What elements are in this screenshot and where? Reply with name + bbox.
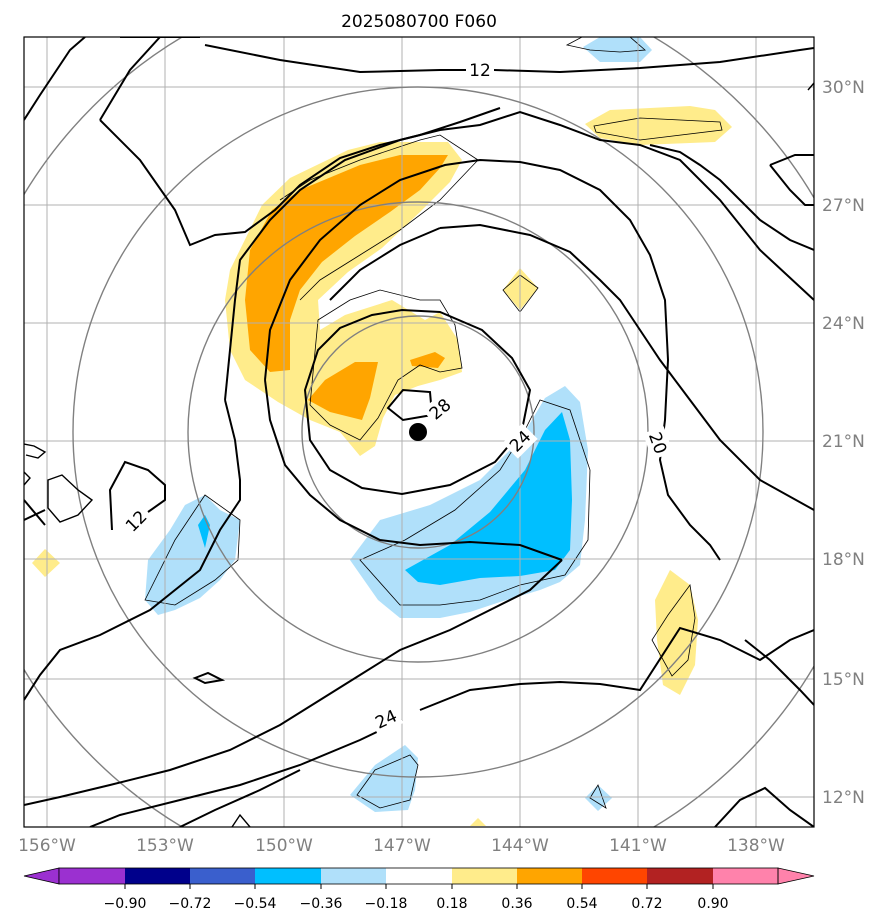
colorbar-tick-label: −0.54	[234, 896, 277, 912]
lat-label-15n: 15°N	[822, 670, 865, 690]
map-panel: 12 12 24 28 24 20	[24, 37, 814, 827]
figure-title: 2025080700 F060	[341, 12, 497, 32]
colorbar-tick-label: 0.72	[631, 896, 662, 912]
colorbar-tick-label: −0.36	[300, 896, 343, 912]
colorbar-bin-11	[713, 868, 778, 884]
colorbar-bin-9	[582, 868, 647, 884]
map-frame	[23, 36, 815, 828]
coastlines	[24, 81, 814, 827]
colorbar-bin-4	[255, 868, 321, 884]
colorbar: −0.90 −0.72 −0.54 −0.36 −0.18 0.18 0.36 …	[23, 867, 815, 912]
colorbar-bin-10	[647, 868, 713, 884]
colorbar-bin-1	[59, 868, 125, 884]
lon-label-156w: 156°W	[18, 836, 76, 856]
colorbar-bin-5	[321, 868, 386, 884]
colorbar-tick-label: −0.72	[169, 896, 212, 912]
lon-label-150w: 150°W	[255, 836, 313, 856]
lat-label-18n: 18°N	[822, 550, 865, 570]
lon-label-153w: 153°W	[136, 836, 194, 856]
colorbar-tick-label: −0.90	[104, 896, 147, 912]
colorbar-bin-8	[517, 868, 582, 884]
contours	[24, 37, 814, 827]
colorbar-bin-3	[190, 868, 255, 884]
positive-anomaly-strong	[245, 155, 448, 420]
colorbar-tick-label: 0.90	[697, 896, 728, 912]
lon-label-147w: 147°W	[373, 836, 431, 856]
colorbar-extend-high	[777, 867, 815, 885]
contour-label-12-north: 12	[469, 61, 491, 81]
lat-label-12n: 12°N	[822, 788, 865, 808]
longitude-labels: 156°W 153°W 150°W 147°W 144°W 141°W 138°…	[18, 836, 785, 856]
colorbar-tick-label: 0.18	[436, 896, 467, 912]
contour-labels: 12 12 24 28 24 20	[118, 58, 674, 735]
lon-label-138w: 138°W	[727, 836, 785, 856]
lat-label-24n: 24°N	[822, 314, 865, 334]
lon-label-141w: 141°W	[609, 836, 667, 856]
colorbar-bin-6	[386, 868, 452, 884]
lat-label-27n: 27°N	[822, 196, 865, 216]
graticule	[24, 37, 814, 827]
latitude-labels: 30°N 27°N 24°N 21°N 18°N 15°N 12°N	[822, 78, 865, 808]
colorbar-extend-low	[23, 867, 60, 885]
colorbar-bin-2	[125, 868, 190, 884]
colorbar-tick-label: 0.36	[501, 896, 532, 912]
lat-label-30n: 30°N	[822, 78, 865, 98]
colorbar-bin-7	[452, 868, 517, 884]
colorbar-tick-label: 0.54	[566, 896, 597, 912]
storm-center-marker	[409, 423, 427, 441]
lat-label-21n: 21°N	[822, 432, 865, 452]
colorbar-tick-label: −0.18	[365, 896, 408, 912]
lon-label-144w: 144°W	[491, 836, 549, 856]
